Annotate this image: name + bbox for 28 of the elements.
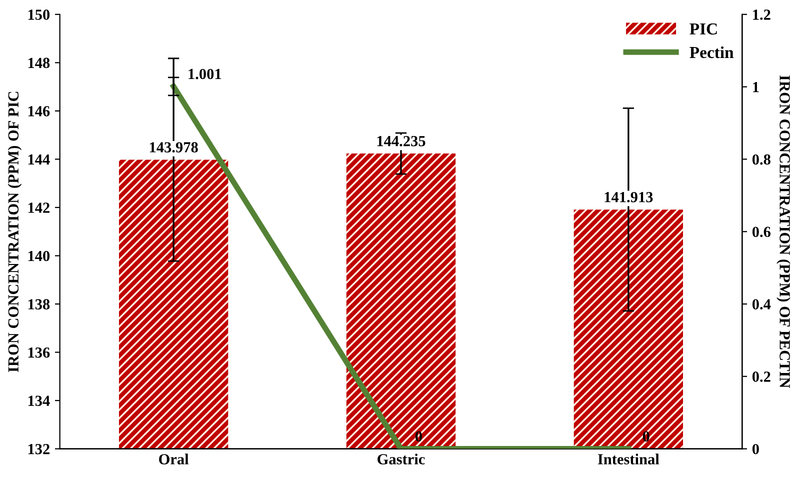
x-tick-label: Intestinal (598, 454, 660, 464)
y-axis-title: IRON CONCENTRATION (PPM) OF PIC (8, 92, 22, 372)
y2-tick-label: 0.8 (752, 154, 770, 165)
y-tick-label: 138 (28, 299, 50, 310)
y-tick-label: 132 (28, 444, 50, 454)
data-label: 141.913 (604, 192, 653, 202)
y2-tick-label: 1.2 (753, 10, 770, 20)
data-label: 1.001 (188, 68, 222, 80)
y-tick-label: 142 (28, 202, 50, 213)
data-label: 143.978 (150, 142, 198, 153)
y-tick-label: 140 (28, 250, 50, 262)
y2-axis-title: IRON CONCENTRATION (PPM) OF PECTIN (776, 76, 790, 388)
y-tick-label: 134 (28, 396, 50, 406)
y-tick-label: 150 (28, 10, 50, 20)
y2-tick-label: 0 (752, 444, 759, 454)
y2-tick-label: 0.4 (752, 299, 771, 310)
y-tick-label: 148 (28, 58, 50, 68)
x-tick-label: Gastric (378, 454, 425, 464)
x-tick-label: Oral (159, 454, 189, 464)
data-label: 144.235 (377, 136, 426, 146)
y-tick-label: 136 (28, 347, 50, 358)
y2-tick-label: 1 (753, 82, 759, 92)
y2-tick-label: 0.6 (752, 226, 771, 238)
legend-label: Pectin (690, 46, 734, 58)
y-tick-label: 146 (28, 106, 50, 116)
y2-tick-label: 0.2 (752, 372, 770, 382)
y-tick-label: 144 (28, 154, 50, 164)
legend-label: PIC (690, 23, 717, 35)
